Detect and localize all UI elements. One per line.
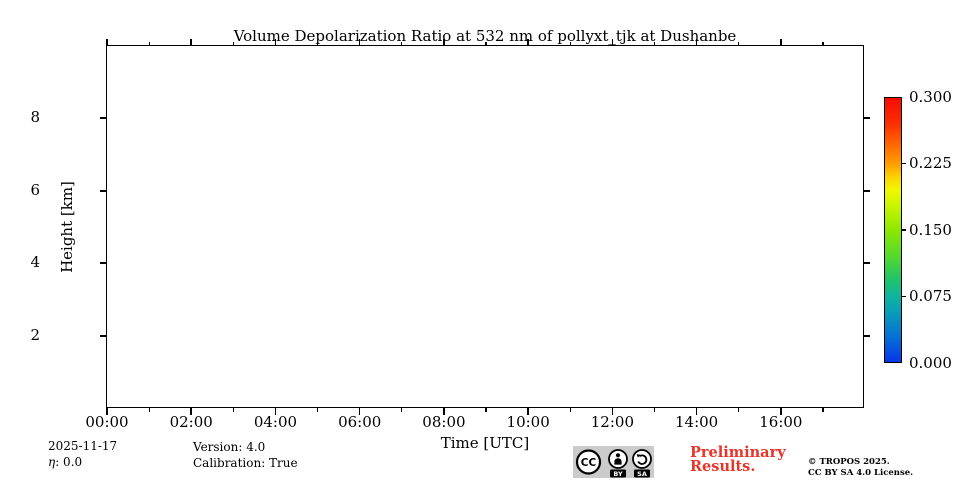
cc-license-badge: CC BY SA [573,446,654,478]
svg-text:BY: BY [613,470,623,478]
colorbar-tick [902,162,906,165]
x-major-tick-top [190,39,192,46]
x-minor-tick-top [316,42,319,46]
x-minor-tick-bottom [738,408,740,412]
copyright-line2: CC BY SA 4.0 License. [808,468,914,478]
x-minor-tick-bottom [316,408,319,412]
preliminary-line2: Results. [690,458,756,475]
x-minor-tick-top [485,42,487,46]
y-major-tick-right [863,334,870,337]
y-tick-label: 8 [30,108,40,126]
x-major-tick-bottom [190,408,192,415]
sa-arrows-icon: SA [632,449,652,478]
plot-area [106,45,864,408]
preliminary-results-stamp: Preliminary Results. [690,444,786,475]
x-tick-label: 00:00 [85,413,129,431]
calibration-text: Calibration: True [193,456,298,470]
x-major-tick-bottom [527,408,529,415]
by-person-icon: BY [608,449,628,478]
cc-icon: CC [575,449,602,475]
x-minor-tick-top [822,42,824,46]
x-tick-label: 14:00 [675,413,719,431]
colorbar-tick [902,229,906,231]
svg-text:CC: CC [581,457,597,469]
x-major-tick-bottom [274,408,277,415]
x-minor-tick-bottom [569,408,571,412]
x-axis-label: Time [UTC] [440,434,530,452]
x-tick-label: 12:00 [590,413,634,431]
x-minor-tick-bottom [148,408,150,412]
x-minor-tick-top [653,42,656,46]
colorbar-tick-label: 0.225 [909,154,952,172]
colorbar-tick-label: 0.150 [909,220,952,239]
x-minor-tick-top [401,42,403,46]
x-major-tick-top [695,39,698,46]
y-major-tick-left [100,189,107,192]
x-minor-tick-bottom [485,408,487,412]
x-minor-tick-bottom [232,408,234,412]
eta-symbol: η [48,455,56,469]
x-major-tick-top [443,39,445,46]
eta-value: η: 0.0 [48,455,82,469]
svg-text:SA: SA [637,470,647,478]
x-tick-label: 04:00 [253,413,298,431]
colorbar-tick-label: 0.075 [909,287,952,305]
measurement-date: 2025-11-17 [48,439,118,453]
y-major-tick-left [100,117,107,119]
x-major-tick-top [611,39,614,46]
x-minor-tick-bottom [822,408,824,412]
x-major-tick-bottom [780,408,782,415]
x-major-tick-top [274,39,277,46]
x-major-tick-top [527,39,529,46]
x-major-tick-bottom [358,408,361,415]
colorbar [884,97,902,363]
x-major-tick-top [106,39,108,46]
y-major-tick-right [863,262,870,264]
preliminary-line1: Preliminary [690,444,786,461]
copyright-line1: © TROPOS 2025. [808,457,890,467]
y-tick-label: 4 [30,253,40,271]
y-tick-label: 2 [30,325,40,344]
version-text: Version: 4.0 [193,440,266,454]
x-major-tick-bottom [695,408,698,415]
x-major-tick-bottom [106,408,108,415]
x-major-tick-top [780,39,782,46]
cc-badge-graphic: CC BY SA [573,446,654,478]
x-major-tick-bottom [443,408,445,415]
y-tick-label: 6 [30,180,40,199]
y-major-tick-left [100,262,107,264]
y-major-tick-left [100,334,107,337]
x-tick-label: 10:00 [506,413,550,431]
x-minor-tick-bottom [401,408,403,412]
eta-rest: : 0.0 [55,455,83,469]
x-minor-tick-bottom [653,408,656,412]
colorbar-tick [902,295,906,298]
copyright-text: © TROPOS 2025. CC BY SA 4.0 License. [808,457,913,479]
x-minor-tick-top [569,42,571,46]
x-minor-tick-top [738,42,740,46]
x-tick-label: 16:00 [759,413,803,431]
y-major-tick-right [863,117,870,119]
y-major-tick-right [863,189,870,192]
x-tick-label: 08:00 [422,413,466,431]
x-minor-tick-top [148,42,150,46]
colorbar-tick-label: 0.300 [909,87,952,106]
x-tick-label: 06:00 [338,413,382,431]
x-tick-label: 02:00 [169,413,213,431]
x-major-tick-bottom [611,408,614,415]
x-minor-tick-top [232,42,234,46]
x-major-tick-top [358,39,361,46]
colorbar-tick-label: 0.000 [909,353,952,372]
